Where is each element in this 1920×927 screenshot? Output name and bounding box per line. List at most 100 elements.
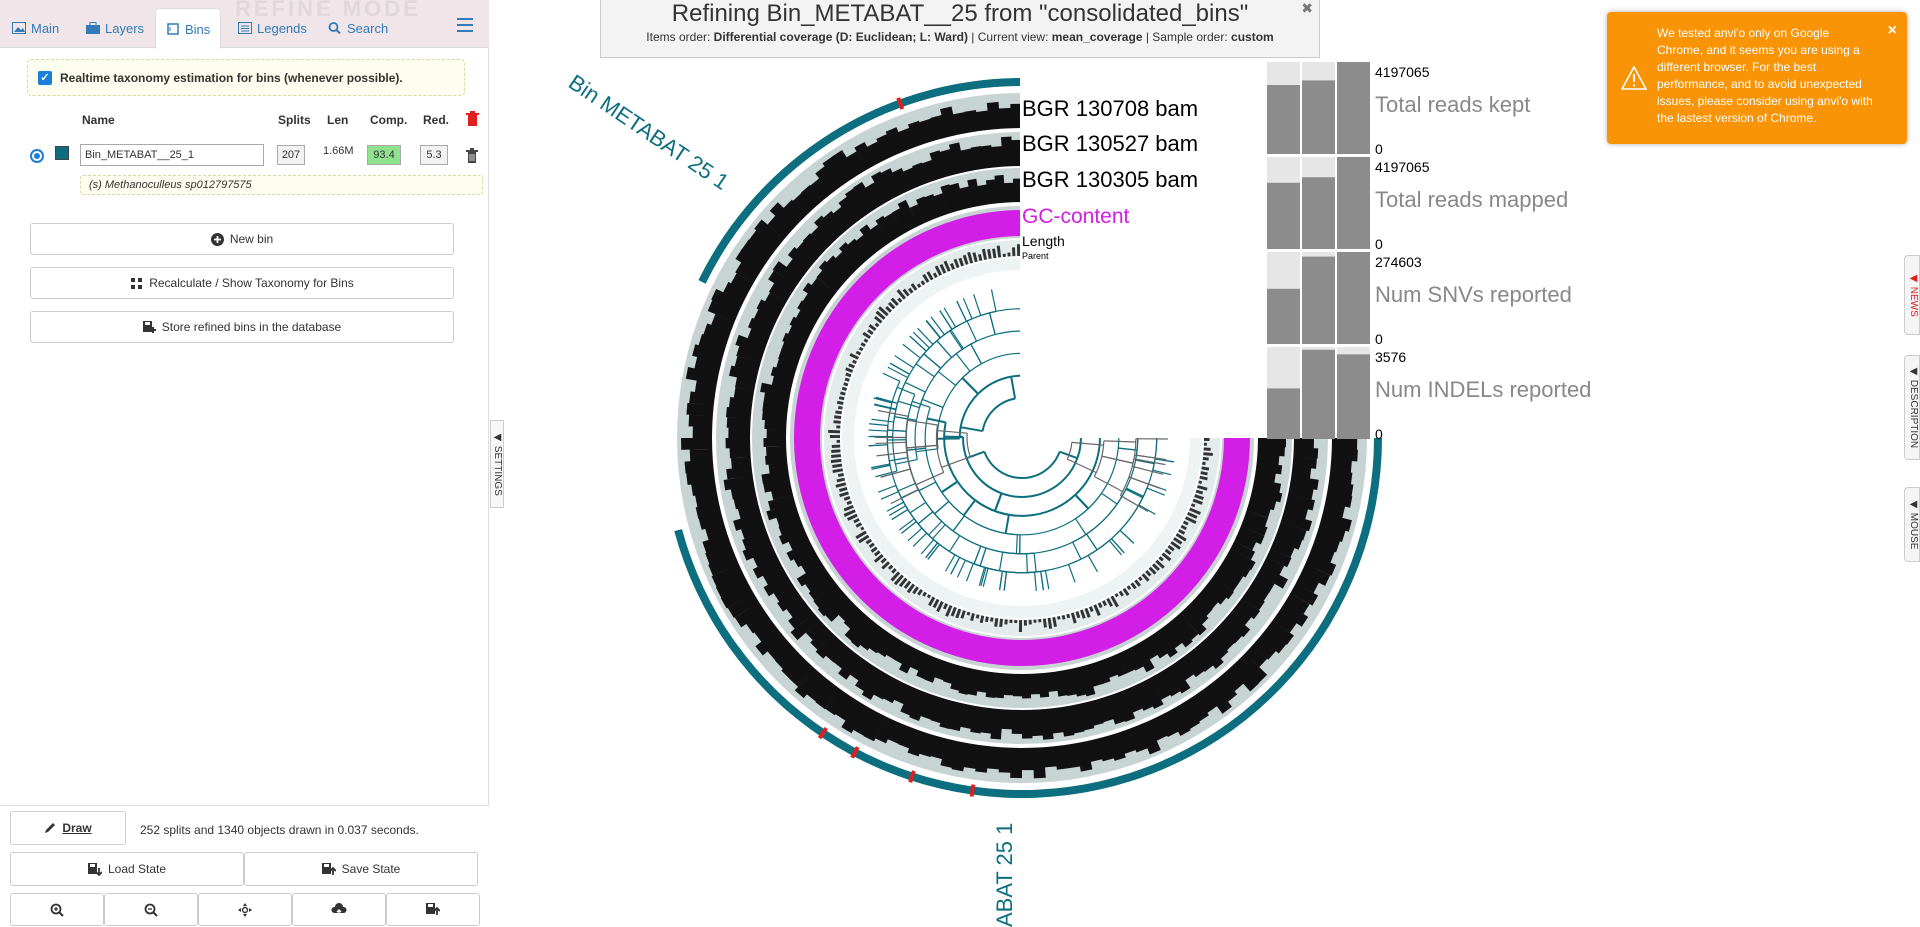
bar-panel-label-1: Total reads kept [1375, 92, 1530, 117]
menu-icon[interactable] [457, 18, 473, 32]
delete-all-bins-icon[interactable] [466, 111, 479, 127]
bar-panel-label-4: Num INDELs reported [1375, 377, 1591, 402]
tree-arc [936, 407, 944, 449]
tree-branch [1067, 564, 1076, 583]
tree-branch [973, 294, 982, 316]
settings-toggle[interactable]: ◀ SETTINGS [490, 420, 504, 508]
tree-branch [894, 416, 917, 421]
layer-label-sample-2: BGR 130527 bam [1022, 131, 1198, 156]
tree-branch [907, 419, 938, 426]
tab-layers[interactable]: Layers [76, 8, 154, 48]
tree-branch [1108, 540, 1123, 556]
tree-branch [1134, 454, 1167, 461]
tree-branch [978, 567, 986, 586]
save-svg-button[interactable] [386, 893, 480, 926]
store-refined-bins-label: Store refined bins in the database [161, 320, 342, 334]
coverage-rings[interactable] [674, 78, 1382, 798]
bin-select-radio[interactable] [30, 149, 44, 163]
bar-2-3 [1337, 157, 1370, 249]
tab-legends[interactable]: Legends [228, 8, 317, 48]
delete-bin-icon[interactable] [466, 148, 478, 163]
draw-button[interactable]: Draw [10, 811, 126, 845]
draw-label: Draw [62, 821, 92, 835]
bin-color-swatch[interactable] [55, 146, 69, 160]
bin-completion-value[interactable]: 93.4 [367, 145, 401, 165]
realtime-taxonomy-checkbox[interactable]: ✓ [38, 70, 52, 85]
recalculate-taxonomy-button[interactable]: Recalculate / Show Taxonomy for Bins [30, 267, 454, 299]
tree-branch [878, 484, 897, 493]
tree-icon [131, 277, 143, 289]
tab-main[interactable]: Main [2, 8, 69, 48]
plus-circle-icon [210, 232, 224, 246]
new-bin-button[interactable]: New bin [30, 223, 454, 255]
upload-button[interactable] [292, 893, 386, 926]
tree-branch [941, 456, 971, 468]
bar-panel-max-4: 3576 [1375, 349, 1406, 365]
tree-branch [887, 429, 907, 432]
title-close-icon[interactable]: ✖ [1301, 0, 1313, 16]
briefcase-icon [86, 22, 100, 34]
save-state-icon [321, 862, 336, 875]
tree-arc [1020, 492, 1103, 536]
tree-arc [1006, 571, 1035, 574]
tree-arc [1086, 489, 1127, 535]
tree-branch [1086, 533, 1098, 551]
warning-icon [1621, 66, 1647, 90]
warning-close-icon[interactable]: × [1887, 22, 1897, 39]
tree-branch [873, 397, 893, 404]
bin-splits-value[interactable]: 207 [277, 145, 305, 165]
tree-branch [875, 396, 898, 404]
dendrogram[interactable] [868, 286, 1176, 592]
tab-search[interactable]: Search [318, 8, 398, 48]
tree-arc [985, 547, 1027, 555]
tree-arc [959, 556, 989, 569]
center-button[interactable] [198, 893, 292, 926]
news-toggle[interactable]: ◀ NEWS [1904, 255, 1920, 335]
database-save-icon [142, 320, 156, 333]
bin-row[interactable]: Bin_METABAT__25_1 207 1.66M 93.4 5.3 [0, 144, 489, 170]
tree-branch [949, 535, 961, 552]
tree-branch [1111, 538, 1125, 554]
store-refined-bins-button[interactable]: Store refined bins in the database [30, 311, 454, 343]
bin-icon [167, 23, 179, 35]
tree-branch [1133, 458, 1166, 466]
tree-arc [962, 436, 1002, 495]
tab-bins[interactable]: Bins [155, 8, 222, 49]
tree-branch [909, 501, 927, 514]
zoom-in-button[interactable] [10, 893, 104, 926]
tree-branch [891, 508, 909, 521]
tree-branch [941, 480, 959, 493]
tree-branch [887, 366, 908, 379]
tree-branch [1101, 492, 1118, 505]
tree-branch [889, 457, 909, 462]
cloud-upload-icon [331, 902, 347, 916]
bar-4-3 [1337, 354, 1370, 439]
tree-branch [877, 409, 909, 417]
bin-name-input[interactable]: Bin_METABAT__25_1 [80, 144, 264, 166]
tree-arc [937, 542, 956, 556]
save-state-button[interactable]: Save State [244, 852, 478, 886]
tree-branch [923, 353, 942, 369]
tree-arc [981, 397, 1016, 432]
zoom-out-icon [144, 903, 158, 917]
load-state-button[interactable]: Load State [10, 852, 244, 886]
tree-branch [901, 521, 917, 534]
tree-branch [1033, 553, 1037, 573]
zoom-out-button[interactable] [104, 893, 198, 926]
tree-branch [897, 400, 920, 409]
tree-arc [983, 451, 1061, 479]
tree-branch [1135, 459, 1155, 465]
tree-arc [1101, 440, 1105, 457]
mouse-toggle[interactable]: ◀ MOUSE [1904, 487, 1920, 562]
tree-branch [1071, 441, 1104, 446]
description-toggle[interactable]: ◀ DESCRIPTION [1904, 355, 1920, 460]
tree-arc [944, 524, 987, 549]
tree-arc [974, 494, 1076, 517]
bins-table-header: Name Splits Len Comp. Red. [0, 110, 489, 132]
bin-redundancy-value[interactable]: 5.3 [420, 145, 448, 165]
tree-branch [966, 320, 978, 342]
realtime-taxonomy-option[interactable]: ✓ Realtime taxonomy estimation for bins … [27, 59, 465, 96]
tree-branch [1040, 571, 1044, 591]
tree-branch [1118, 447, 1138, 451]
